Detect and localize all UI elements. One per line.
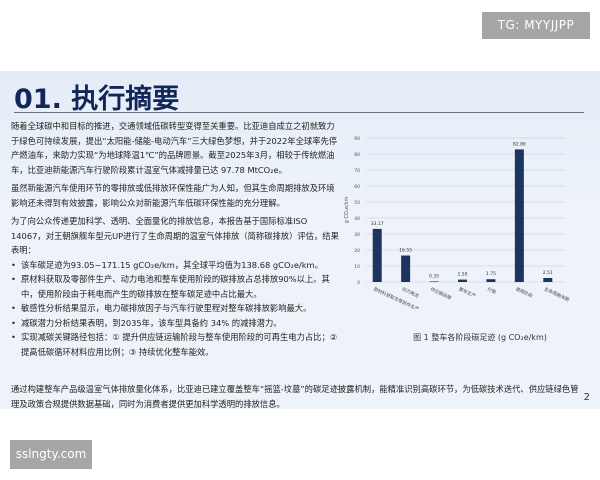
y-tick-label: 10 bbox=[354, 264, 360, 270]
list-item: 敏感性分析结果显示，电力碳排放因子与汽车行驶里程对整车碳排放影响最大。 bbox=[11, 301, 341, 316]
bar bbox=[429, 281, 439, 283]
y-axis-label: g CO₂e/km bbox=[344, 197, 350, 224]
x-tick-label: 供应链运输 bbox=[429, 285, 453, 301]
y-tick-label: 60 bbox=[354, 184, 360, 190]
x-tick-label: 整车生产 bbox=[458, 285, 478, 299]
list-item: 实现减碳关键路径包括：① 提升供应链运输阶段与整车使用阶段的可再生电力占比；② … bbox=[11, 330, 341, 359]
bar bbox=[458, 279, 467, 282]
watermark: sslngty.com bbox=[10, 440, 92, 469]
data-label: 0.35 bbox=[429, 273, 439, 279]
summary-text: 随着全球碳中和目标的推进，交通领域低碳转型变得至关重要。比亚迪自成立之初就致力于… bbox=[11, 119, 341, 359]
x-tick-label: 生命周期末期 bbox=[543, 285, 571, 303]
list-item: 减碳潜力分析结果表明，到2035年，该车型具备约 34% 的减排潜力。 bbox=[11, 316, 341, 331]
chart-caption: 图 1 整车各阶段碳足迹 (g CO₂e/km) bbox=[413, 332, 547, 342]
channel-badge: TG: MYYJJPP bbox=[482, 12, 590, 39]
title-divider bbox=[14, 112, 584, 113]
data-label: 16.55 bbox=[399, 248, 412, 254]
results-list: 该车碳足迹为93.05~171.15 gCO₂e/km，其全球平均值为138.6… bbox=[11, 258, 341, 360]
data-label: 2.51 bbox=[543, 270, 553, 276]
data-label: 1.50 bbox=[457, 272, 467, 278]
y-tick-label: 20 bbox=[354, 248, 360, 254]
data-label: 82.86 bbox=[513, 141, 526, 147]
y-tick-label: 90 bbox=[354, 136, 360, 142]
y-tick-label: 50 bbox=[354, 200, 360, 206]
data-label: 33.17 bbox=[371, 221, 384, 227]
bar bbox=[486, 279, 496, 282]
list-item: 原材料获取及零部件生产、动力电池和整车使用阶段的碳排放占总排放90%以上。其中，… bbox=[11, 272, 341, 301]
x-tick-label: 动力电池 bbox=[401, 285, 421, 299]
page-title: 01. 执行摘要 bbox=[14, 84, 180, 115]
paragraph: 为了向公众传递更加科学、透明、全面量化的排放信息，本报告基于国际标准ISO 14… bbox=[11, 216, 339, 255]
y-tick-label: 70 bbox=[354, 168, 360, 174]
y-tick-label: 0 bbox=[357, 280, 360, 286]
x-tick-label: 使用阶段 bbox=[515, 285, 535, 299]
page-number: 2 bbox=[583, 392, 590, 403]
paragraph: 虽然新能源汽车使用环节的零排放或低排放环保性能广为人知，但其生命周期排放及环境影… bbox=[11, 183, 335, 208]
list-item: 该车碳足迹为93.05~171.15 gCO₂e/km，其全球平均值为138.6… bbox=[11, 258, 341, 273]
x-tick-label: 原材料获取及零部件生产 bbox=[372, 285, 420, 312]
bar bbox=[514, 149, 524, 282]
y-tick-label: 40 bbox=[354, 216, 360, 222]
bar bbox=[543, 277, 553, 282]
paragraph: 随着全球碳中和目标的推进，交通领域低碳转型变得至关重要。比亚迪自成立之初就致力于… bbox=[11, 121, 338, 175]
slide: 01. 执行摘要 随着全球碳中和目标的推进，交通领域低碳转型变得至关重要。比亚迪… bbox=[0, 71, 600, 409]
y-tick-label: 80 bbox=[354, 152, 360, 158]
bar bbox=[372, 228, 382, 282]
bar bbox=[401, 255, 411, 282]
y-tick-label: 30 bbox=[354, 232, 360, 238]
data-label: 1.75 bbox=[486, 271, 496, 277]
footer-text: 通过构建整车产品级温室气体排放量化体系，比亚迪已建立覆盖整车“摇篮-坟墓”的碳足… bbox=[11, 384, 579, 409]
carbon-footprint-bar-chart: 0 10 20 30 40 50 60 70 80 90 g CO₂e/km 33.17 原材料获取及零… bbox=[344, 136, 571, 342]
x-tick-label: 分销 bbox=[486, 285, 498, 295]
